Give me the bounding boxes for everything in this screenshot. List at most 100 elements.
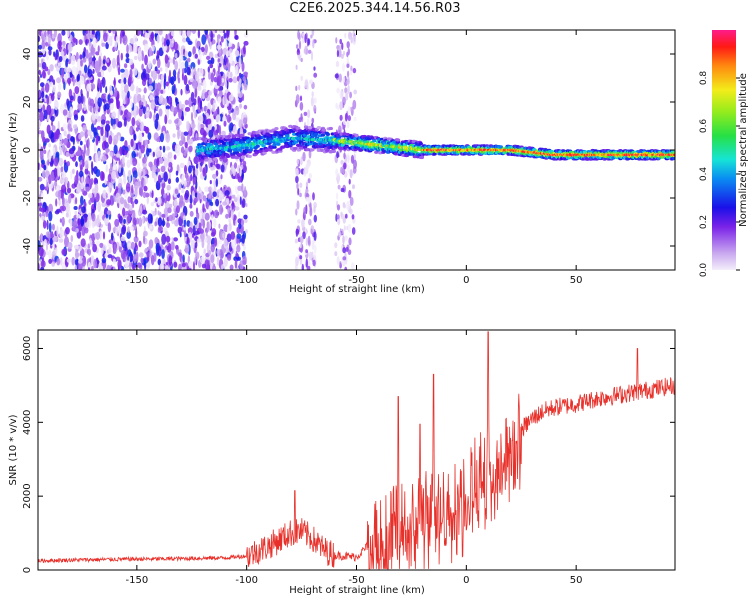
- noise-blob: [204, 212, 210, 221]
- noise-blob: [41, 130, 45, 140]
- noise-blob: [137, 46, 142, 58]
- noise-blob: [103, 217, 109, 225]
- noise-blob: [74, 264, 77, 270]
- noise-blob: [202, 79, 207, 90]
- noise-blob: [218, 223, 221, 229]
- noise-blob: [140, 144, 145, 154]
- noise-stripe-blob: [295, 168, 299, 177]
- noise-blob: [244, 218, 248, 224]
- noise-blob: [102, 231, 106, 240]
- noise-blob: [209, 63, 214, 69]
- noise-blob: [166, 222, 170, 228]
- noise-blob: [122, 170, 126, 178]
- noise-blob: [213, 209, 219, 219]
- noise-blob: [215, 198, 220, 207]
- signal-blob: [316, 126, 322, 130]
- noise-blob: [142, 78, 147, 87]
- noise-blob: [198, 67, 204, 77]
- noise-blob: [110, 162, 113, 170]
- noise-blob: [68, 148, 75, 155]
- noise-blob: [133, 253, 137, 264]
- noise-blob: [175, 177, 179, 183]
- noise-blob: [69, 219, 73, 228]
- noise-blob: [243, 40, 249, 46]
- noise-blob: [145, 73, 150, 80]
- noise-stripe-blob: [310, 96, 314, 107]
- noise-stripe-blob: [307, 109, 311, 119]
- noise-blob: [226, 233, 232, 242]
- noise-blob: [61, 248, 67, 256]
- noise-blob: [130, 154, 133, 166]
- noise-blob: [138, 240, 142, 248]
- noise-blob: [220, 264, 224, 270]
- noise-stripe-blob: [303, 111, 308, 116]
- noise-blob: [120, 249, 126, 260]
- noise-blob: [198, 186, 201, 193]
- noise-stripe-blob: [342, 204, 346, 209]
- noise-stripe-blob: [335, 213, 338, 222]
- noise-blob: [243, 44, 246, 55]
- noise-blob: [206, 235, 212, 245]
- noise-blob: [135, 228, 138, 239]
- noise-blob: [84, 160, 89, 170]
- noise-stripe-blob: [306, 118, 310, 128]
- noise-blob: [131, 184, 134, 194]
- noise-blob: [38, 35, 41, 42]
- noise-blob: [184, 99, 189, 106]
- signal-blob: [206, 151, 211, 155]
- noise-blob: [142, 216, 145, 225]
- noise-blob: [80, 164, 83, 173]
- noise-blob: [126, 159, 131, 168]
- signal-blob: [240, 155, 245, 159]
- noise-blob: [161, 249, 165, 260]
- noise-blob: [132, 217, 137, 226]
- noise-blob: [107, 94, 110, 101]
- noise-stripe-blob: [351, 227, 356, 235]
- noise-blob: [120, 236, 126, 242]
- noise-blob: [232, 76, 238, 84]
- noise-stripe-blob: [342, 76, 346, 83]
- noise-blob: [54, 99, 59, 111]
- signal-blob: [234, 133, 240, 137]
- noise-blob: [125, 182, 131, 193]
- noise-blob: [142, 106, 146, 115]
- noise-blob: [106, 58, 110, 63]
- noise-blob: [97, 45, 100, 53]
- noise-blob: [76, 58, 81, 70]
- noise-blob: [154, 221, 157, 227]
- signal-blob: [325, 132, 330, 136]
- noise-stripe-blob: [353, 116, 357, 121]
- noise-blob: [134, 55, 138, 61]
- noise-blob: [240, 219, 245, 226]
- noise-blob: [165, 66, 168, 73]
- noise-blob: [145, 33, 150, 39]
- noise-blob: [62, 196, 65, 207]
- noise-blob: [63, 81, 66, 91]
- noise-stripe-blob: [341, 214, 345, 219]
- signal-blob: [419, 155, 424, 160]
- noise-stripe-blob: [348, 178, 351, 185]
- noise-blob: [138, 167, 142, 173]
- noise-blob: [133, 236, 139, 243]
- noise-blob: [188, 260, 193, 269]
- noise-blob: [183, 231, 186, 237]
- noise-blob: [236, 75, 240, 82]
- noise-blob: [155, 113, 160, 121]
- noise-stripe-blob: [313, 205, 316, 213]
- noise-blob: [143, 87, 147, 94]
- noise-blob: [107, 222, 112, 233]
- noise-stripe-blob: [337, 231, 342, 237]
- noise-blob: [121, 73, 126, 79]
- signal-blob: [296, 126, 301, 130]
- noise-blob: [191, 66, 194, 78]
- noise-blob: [201, 263, 207, 269]
- noise-blob: [146, 197, 149, 205]
- noise-blob: [100, 119, 106, 125]
- noise-blob: [135, 251, 139, 263]
- noise-blob: [97, 201, 101, 213]
- noise-blob: [225, 31, 229, 39]
- noise-blob: [114, 87, 118, 98]
- noise-stripe-blob: [346, 63, 350, 68]
- noise-blob: [56, 208, 61, 213]
- noise-blob: [223, 54, 227, 66]
